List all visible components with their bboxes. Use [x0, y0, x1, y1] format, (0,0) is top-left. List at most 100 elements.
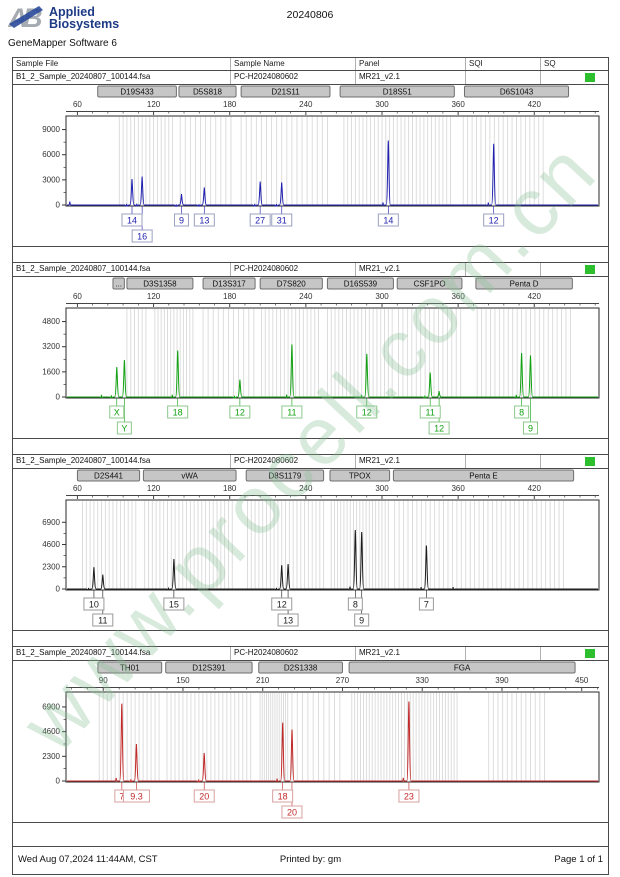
svg-text:D2S1338: D2S1338	[284, 664, 318, 673]
panel-value: MR21_v2.1	[355, 71, 465, 84]
marker-button-D6S1043[interactable]: D6S1043	[463, 85, 570, 98]
allele-label[interactable]: 8	[347, 597, 363, 611]
allele-label[interactable]: 9	[522, 421, 538, 435]
trace-green	[67, 344, 598, 399]
allele-label[interactable]: 14	[121, 213, 143, 227]
marker-button-D16S539[interactable]: D16S539	[326, 277, 394, 290]
svg-text:D16S539: D16S539	[344, 280, 378, 289]
marker-button-D5S818[interactable]: D5S818	[178, 85, 237, 98]
marker-button-D12S391[interactable]: D12S391	[165, 661, 253, 674]
x-tick-label: 420	[528, 484, 542, 493]
sq-cell	[540, 455, 608, 468]
y-tick-label: 4800	[42, 317, 60, 326]
allele-label[interactable]: X	[109, 405, 125, 419]
svg-text:Penta E: Penta E	[469, 472, 497, 481]
svg-text:D12S391: D12S391	[192, 664, 226, 673]
marker-button-D2S441[interactable]: D2S441	[76, 469, 141, 482]
allele-label[interactable]: 7	[418, 597, 434, 611]
sample-file-value: B1_2_Sample_20240807_100144.fsa	[16, 264, 151, 273]
x-tick-label: 120	[147, 100, 161, 109]
allele-label[interactable]: 11	[92, 613, 114, 627]
marker-button-D19S433[interactable]: D19S433	[97, 85, 177, 98]
marker-button-[interactable]: ...	[112, 277, 125, 290]
sample-row[interactable]: B1_2_Sample_20240807_100144.fsa PC-H2024…	[13, 647, 608, 661]
sqi-value	[465, 71, 540, 84]
column-header-sqi: SQI	[465, 58, 540, 70]
column-header-sq: SQ	[540, 58, 608, 70]
allele-label[interactable]: 16	[131, 229, 153, 243]
x-tick-label: 210	[256, 676, 270, 685]
footer-printed-by: Printed by: gm	[279, 854, 342, 865]
marker-button-D3S1358[interactable]: D3S1358	[126, 277, 194, 290]
plot-area	[65, 691, 600, 783]
allele-label[interactable]: 12	[229, 405, 251, 419]
sample-row[interactable]: B1_2_Sample_20240807_100144.fsa PC-H2024…	[13, 71, 608, 85]
allele-label[interactable]: 18	[272, 789, 294, 803]
allele-label[interactable]: 18	[167, 405, 189, 419]
allele-label[interactable]: 14	[377, 213, 399, 227]
allele-label[interactable]: 20	[193, 789, 215, 803]
allele-label[interactable]: 11	[419, 405, 441, 419]
svg-text:TPOX: TPOX	[349, 472, 371, 481]
sq-cell	[540, 263, 608, 276]
marker-button-CSF1PO[interactable]: CSF1PO	[396, 277, 463, 290]
allele-label[interactable]: 15	[163, 597, 185, 611]
svg-text:12: 12	[434, 424, 444, 434]
sample-row[interactable]: B1_2_Sample_20240807_100144.fsa PC-H2024…	[13, 455, 608, 469]
sq-pass-indicator	[585, 649, 595, 658]
allele-label[interactable]: 12	[428, 421, 450, 435]
svg-text:11: 11	[426, 408, 435, 418]
allele-label[interactable]: 9	[354, 613, 370, 627]
y-tick-label: 0	[56, 585, 61, 594]
x-tick-label: 270	[336, 676, 350, 685]
y-tick-label: 1600	[42, 367, 60, 376]
allele-label[interactable]: 9	[173, 213, 189, 227]
marker-button-TH01[interactable]: TH01	[97, 661, 163, 674]
marker-button-D8S1179[interactable]: D8S1179	[245, 469, 325, 482]
svg-text:13: 13	[199, 216, 209, 226]
allele-label[interactable]: 9.3	[122, 789, 150, 803]
marker-button-PentaD[interactable]: Penta D	[475, 277, 573, 290]
marker-button-vWA[interactable]: vWA	[142, 469, 237, 482]
svg-text:15: 15	[169, 600, 179, 610]
svg-text:TH01: TH01	[120, 664, 140, 673]
svg-text:14: 14	[383, 216, 393, 226]
allele-label[interactable]: 12	[356, 405, 378, 419]
sq-pass-indicator	[585, 457, 595, 466]
marker-button-D7S820[interactable]: D7S820	[259, 277, 323, 290]
marker-button-D13S317[interactable]: D13S317	[202, 277, 256, 290]
allele-label[interactable]: 23	[398, 789, 420, 803]
svg-text:8: 8	[353, 600, 358, 610]
allele-label[interactable]: 11	[281, 405, 303, 419]
allele-label[interactable]: 13	[193, 213, 215, 227]
marker-button-D21S11[interactable]: D21S11	[240, 85, 331, 98]
allele-label[interactable]: 8	[514, 405, 530, 419]
report-frame: Sample File Sample Name Panel SQI SQ B1_…	[12, 57, 609, 875]
allele-label[interactable]: 31	[271, 213, 293, 227]
x-tick-label: 360	[451, 484, 465, 493]
allele-label[interactable]: 13	[277, 613, 299, 627]
marker-button-FGA[interactable]: FGA	[348, 661, 576, 674]
svg-text:8: 8	[519, 408, 524, 418]
svg-text:12: 12	[277, 600, 287, 610]
svg-text:...: ...	[115, 280, 122, 289]
allele-label[interactable]: 20	[281, 805, 303, 819]
marker-button-PentaE[interactable]: Penta E	[392, 469, 575, 482]
electropherogram-panel-red: B1_2_Sample_20240807_100144.fsa PC-H2024…	[13, 646, 608, 823]
allele-label[interactable]: 27	[249, 213, 271, 227]
electropherogram-plot-green: ... D3S1358 D13S317 D7S820 D16S539 CSF1PO Pent…	[42, 277, 600, 435]
sample-row[interactable]: B1_2_Sample_20240807_100144.fsa PC-H2024…	[13, 263, 608, 277]
svg-text:18: 18	[173, 408, 183, 418]
electropherogram-panel-black: B1_2_Sample_20240807_100144.fsa PC-H2024…	[13, 454, 608, 631]
trace-blue	[67, 140, 598, 207]
allele-label[interactable]: Y	[116, 421, 132, 435]
marker-button-TPOX[interactable]: TPOX	[329, 469, 391, 482]
svg-text:9: 9	[359, 616, 364, 626]
table-header: Sample File Sample Name Panel SQI SQ	[13, 58, 608, 70]
allele-label[interactable]: 10	[83, 597, 105, 611]
marker-button-D18S51[interactable]: D18S51	[339, 85, 455, 98]
allele-label[interactable]: 12	[483, 213, 505, 227]
allele-label[interactable]: 12	[271, 597, 293, 611]
marker-button-D2S1338[interactable]: D2S1338	[258, 661, 343, 674]
